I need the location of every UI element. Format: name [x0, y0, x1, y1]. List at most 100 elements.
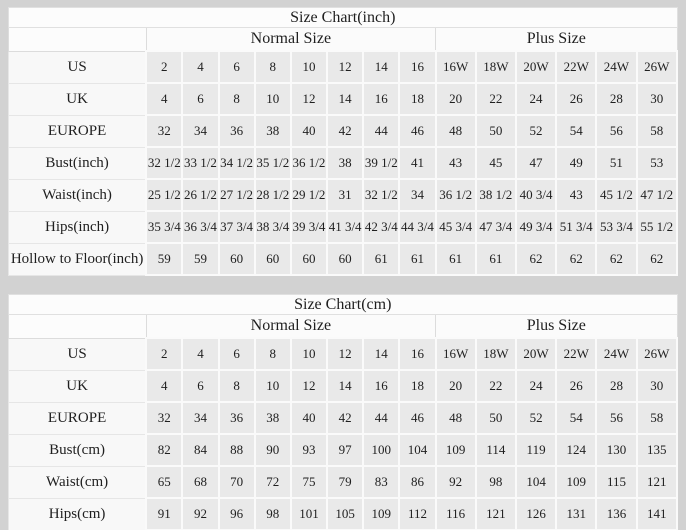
size-value-cell: 24W: [595, 337, 638, 371]
size-value-cell: 24: [514, 82, 558, 116]
size-value-cell: 16: [362, 82, 401, 116]
size-value-cell: 36: [217, 114, 256, 148]
size-value-cell: 28 1/2: [253, 178, 292, 212]
size-chart-inch-table: Size Chart(inch) Normal Size Plus Size U…: [8, 7, 678, 276]
size-value-cell: 38: [253, 114, 292, 148]
size-value-cell: 49: [555, 146, 598, 180]
size-value-cell: 58: [635, 401, 679, 435]
size-value-cell: 56: [595, 114, 638, 148]
table-title-row: Size Chart(cm): [8, 294, 678, 315]
size-value-cell: 42 3/4: [362, 210, 401, 244]
size-value-cell: 18: [398, 82, 437, 116]
table-row: UK 4 6 8 10 12 14 16 18 20 22 24 26 28 30: [8, 82, 678, 116]
size-value-cell: 114: [474, 433, 517, 467]
size-value-cell: 98: [253, 497, 292, 530]
size-value-cell: 60: [217, 242, 256, 276]
size-value-cell: 32: [145, 114, 184, 148]
size-value-cell: 61: [362, 242, 401, 276]
size-value-cell: 75: [289, 465, 329, 499]
size-value-cell: 61: [474, 242, 517, 276]
size-value-cell: 26: [555, 369, 598, 403]
size-value-cell: 51: [595, 146, 638, 180]
size-value-cell: 34: [398, 178, 437, 212]
plus-size-header: Plus Size: [435, 27, 678, 52]
size-value-cell: 4: [181, 337, 220, 371]
table-row: Hollow to Floor(inch) 59 59 60 60 60 60 61 61 61 6…: [8, 242, 678, 276]
size-value-cell: 119: [514, 433, 558, 467]
table-title: Size Chart(inch): [8, 7, 678, 28]
size-value-cell: 83: [362, 465, 401, 499]
size-value-cell: 30: [635, 369, 679, 403]
size-value-cell: 10: [253, 82, 292, 116]
size-value-cell: 16: [362, 369, 401, 403]
size-value-cell: 26 1/2: [181, 178, 220, 212]
size-value-cell: 126: [514, 497, 558, 530]
size-value-cell: 14: [326, 82, 365, 116]
size-value-cell: 109: [555, 465, 598, 499]
size-value-cell: 92: [181, 497, 220, 530]
size-value-cell: 124: [555, 433, 598, 467]
size-value-cell: 12: [326, 50, 365, 84]
size-value-cell: 30: [635, 82, 678, 116]
size-value-cell: 25 1/2: [145, 178, 184, 212]
normal-size-header: Normal Size: [145, 27, 437, 52]
size-value-cell: 93: [289, 433, 329, 467]
size-value-cell: 40: [289, 114, 329, 148]
size-value-cell: 34: [181, 401, 220, 435]
size-value-cell: 131: [555, 497, 598, 530]
size-value-cell: 8: [217, 369, 256, 403]
size-value-cell: 12: [326, 337, 365, 371]
size-value-cell: 10: [289, 50, 329, 84]
size-value-cell: 54: [555, 114, 598, 148]
size-value-cell: 16: [398, 50, 437, 84]
size-value-cell: 45: [474, 146, 517, 180]
size-value-cell: 32 1/2: [362, 178, 401, 212]
size-value-cell: 6: [217, 337, 256, 371]
size-value-cell: 2: [145, 337, 184, 371]
size-value-cell: 20: [434, 369, 477, 403]
size-value-cell: 16W: [434, 50, 477, 84]
size-value-cell: 48: [434, 401, 477, 435]
row-label: EUROPE: [8, 401, 147, 435]
size-value-cell: 2: [145, 50, 184, 84]
row-label: Waist(cm): [8, 465, 147, 499]
size-value-cell: 14: [326, 369, 365, 403]
size-value-cell: 62: [595, 242, 638, 276]
size-value-cell: 68: [181, 465, 220, 499]
size-value-cell: 52: [514, 114, 558, 148]
size-value-cell: 26: [555, 82, 598, 116]
size-value-cell: 61: [398, 242, 437, 276]
size-value-cell: 70: [217, 465, 256, 499]
row-label: UK: [8, 82, 147, 116]
size-value-cell: 24: [514, 369, 558, 403]
size-value-cell: 38 1/2: [474, 178, 517, 212]
size-value-cell: 47 3/4: [474, 210, 517, 244]
size-value-cell: 36: [217, 401, 256, 435]
size-value-cell: 55 1/2: [635, 210, 678, 244]
size-value-cell: 31: [326, 178, 365, 212]
size-value-cell: 28: [595, 82, 638, 116]
size-value-cell: 46: [398, 114, 437, 148]
size-value-cell: 135: [635, 433, 679, 467]
size-value-cell: 36 3/4: [181, 210, 220, 244]
table-row: Waist(cm) 65 68 70 72 75 79 83 86 92 98 104 109 115 12…: [8, 465, 679, 499]
size-value-cell: 109: [434, 433, 477, 467]
size-value-cell: 12: [289, 369, 329, 403]
size-value-cell: 48: [434, 114, 477, 148]
size-value-cell: 44 3/4: [398, 210, 437, 244]
row-label: Bust(inch): [8, 146, 147, 180]
table-row: Bust(cm) 82 84 88 90 93 97 100 104 109 114 119 124 13…: [8, 433, 679, 467]
table-row: Bust(inch) 32 1/2 33 1/2 34 1/2 35 1/2 36 1/2…: [8, 146, 678, 180]
plus-size-header: Plus Size: [435, 314, 678, 339]
size-value-cell: 20W: [514, 50, 558, 84]
size-value-cell: 46: [398, 401, 437, 435]
size-value-cell: 27 1/2: [217, 178, 256, 212]
size-value-cell: 6: [217, 50, 256, 84]
size-value-cell: 34: [181, 114, 220, 148]
size-value-cell: 35 1/2: [253, 146, 292, 180]
size-value-cell: 141: [635, 497, 679, 530]
size-value-cell: 22W: [555, 337, 598, 371]
size-value-cell: 33 1/2: [181, 146, 220, 180]
size-value-cell: 65: [145, 465, 184, 499]
